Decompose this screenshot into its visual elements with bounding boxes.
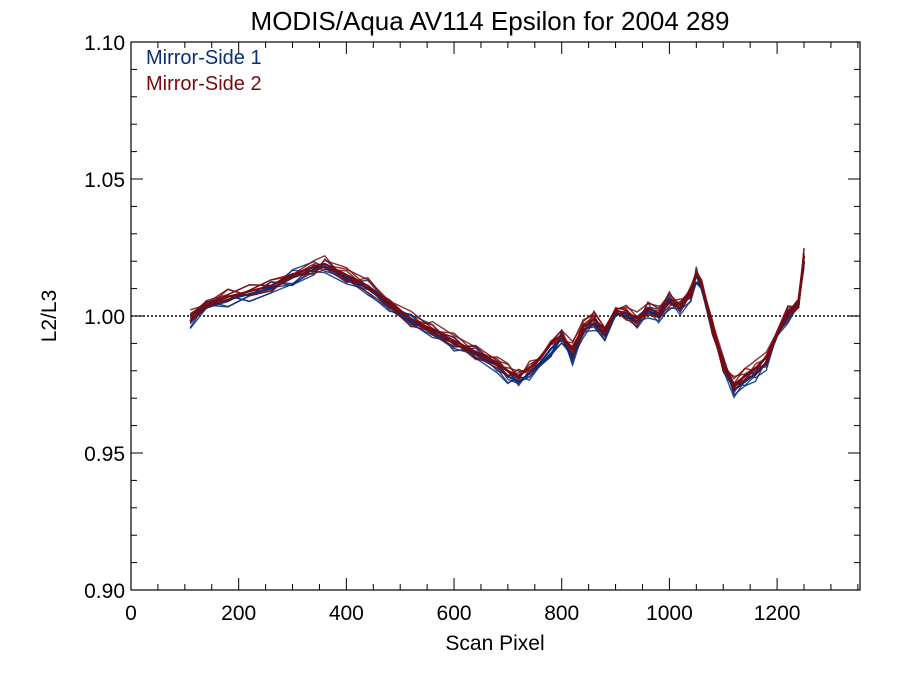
x-tick-label: 1000	[646, 602, 693, 625]
y-tick-label: 1.10	[84, 32, 125, 55]
legend-entry: Mirror-Side 1	[146, 47, 262, 69]
x-tick-label: 600	[437, 602, 472, 625]
y-tick-label: 1.00	[84, 306, 125, 329]
y-tick-label: 0.90	[84, 580, 125, 603]
tick-layer: 0 200 400 600 800 1000 1200 0.90 0.95 1.00 1.05 1.1…	[84, 32, 860, 625]
x-tick-label: 0	[125, 602, 137, 625]
x-tick-label: 400	[329, 602, 364, 625]
x-tick-label: 1200	[754, 602, 801, 625]
x-tick-label: 800	[544, 602, 579, 625]
y-tick-label: 1.05	[84, 169, 125, 192]
series-line-trace	[189, 252, 805, 378]
y-axis-label: L2/L3	[38, 290, 61, 343]
series-layer	[189, 247, 806, 399]
chart-title: MODIS/Aqua AV114 Epsilon for 2004 289	[251, 6, 730, 36]
legend-entry: Mirror-Side 2	[146, 73, 262, 95]
legend: Mirror-Side 1 Mirror-Side 2	[146, 47, 262, 95]
y-tick-label: 0.95	[84, 443, 125, 466]
x-tick-label: 200	[221, 602, 256, 625]
x-axis-label: Scan Pixel	[445, 632, 544, 655]
series-line	[189, 255, 806, 387]
